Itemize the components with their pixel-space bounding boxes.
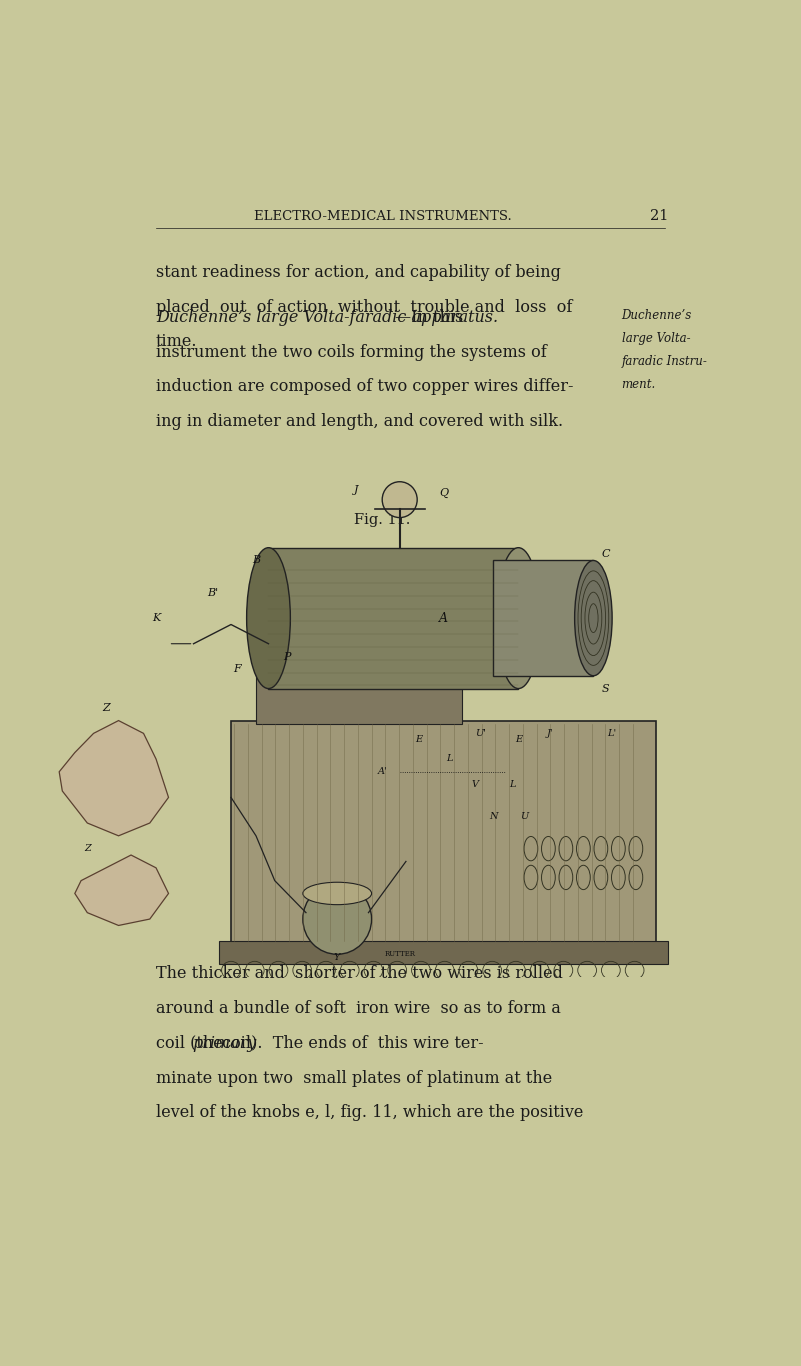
Text: placed  out  of action  without  trouble and  loss  of: placed out of action without trouble and… — [156, 299, 573, 316]
Text: V: V — [471, 780, 478, 790]
Text: Duchenne’s large Volta-faradic apparatus.: Duchenne’s large Volta-faradic apparatus… — [156, 309, 498, 326]
Text: C: C — [602, 549, 610, 559]
Text: L: L — [446, 754, 453, 764]
Text: coil).  The ends of  this wire ter-: coil). The ends of this wire ter- — [217, 1035, 484, 1052]
Text: coil (the: coil (the — [156, 1035, 227, 1052]
Text: primary: primary — [192, 1035, 256, 1052]
Text: stant readiness for action, and capability of being: stant readiness for action, and capabili… — [156, 264, 561, 281]
Polygon shape — [256, 669, 462, 724]
Text: time.: time. — [156, 333, 198, 350]
Text: J': J' — [546, 729, 553, 738]
Polygon shape — [59, 721, 168, 836]
Text: B': B' — [207, 587, 218, 597]
Text: A': A' — [377, 768, 387, 776]
FancyBboxPatch shape — [219, 941, 668, 964]
Text: around a bundle of soft  iron wire  so as to form a: around a bundle of soft iron wire so as … — [156, 1000, 561, 1018]
Text: A: A — [439, 612, 448, 624]
Text: F: F — [233, 664, 241, 675]
Text: instrument the two coils forming the systems of: instrument the two coils forming the sys… — [156, 344, 547, 361]
Text: E: E — [415, 735, 422, 744]
FancyBboxPatch shape — [231, 721, 656, 945]
FancyBboxPatch shape — [493, 560, 594, 676]
FancyBboxPatch shape — [268, 548, 518, 688]
Circle shape — [382, 482, 417, 518]
Text: Y: Y — [334, 953, 340, 962]
Text: large Volta-: large Volta- — [622, 332, 690, 346]
Text: faradic Instru-: faradic Instru- — [622, 355, 707, 369]
Text: U: U — [521, 813, 529, 821]
Circle shape — [303, 884, 372, 955]
Text: ELECTRO-MEDICAL INSTRUMENTS.: ELECTRO-MEDICAL INSTRUMENTS. — [254, 210, 512, 223]
Text: L: L — [509, 780, 515, 790]
Text: Z: Z — [84, 844, 91, 854]
Text: Z: Z — [103, 702, 110, 713]
Text: ing in diameter and length, and covered with silk.: ing in diameter and length, and covered … — [156, 413, 563, 430]
Text: Q: Q — [439, 488, 448, 499]
Text: E: E — [515, 735, 522, 744]
Text: ment.: ment. — [622, 378, 656, 392]
Ellipse shape — [574, 560, 612, 676]
Text: level of the knobs e, l, fig. 11, which are the positive: level of the knobs e, l, fig. 11, which … — [156, 1104, 583, 1121]
Text: K: K — [152, 613, 160, 623]
Text: Fig. 11.: Fig. 11. — [354, 514, 411, 527]
Text: induction are composed of two copper wires differ-: induction are composed of two copper wir… — [156, 378, 574, 396]
Text: L': L' — [608, 729, 617, 738]
Text: N: N — [489, 813, 497, 821]
Text: The thicker and  shorter of the two wires is rolled: The thicker and shorter of the two wires… — [156, 966, 563, 982]
Text: Duchenne’s large Volta-Faradic Instrument.: Duchenne’s large Volta-Faradic Instrumen… — [235, 930, 529, 943]
Text: RUTTER: RUTTER — [384, 951, 415, 959]
Text: P: P — [284, 652, 291, 661]
Ellipse shape — [247, 548, 291, 688]
Text: J: J — [354, 485, 358, 494]
Text: —In this: —In this — [395, 309, 463, 326]
Text: B: B — [252, 556, 260, 566]
Text: Duchenne’s: Duchenne’s — [622, 309, 692, 322]
Ellipse shape — [497, 548, 541, 688]
Text: S: S — [602, 683, 610, 694]
Text: U': U' — [476, 729, 486, 738]
Polygon shape — [74, 855, 168, 926]
Ellipse shape — [303, 882, 372, 904]
Text: 21: 21 — [650, 209, 668, 223]
Text: minate upon two  small plates of platinum at the: minate upon two small plates of platinum… — [156, 1070, 552, 1086]
